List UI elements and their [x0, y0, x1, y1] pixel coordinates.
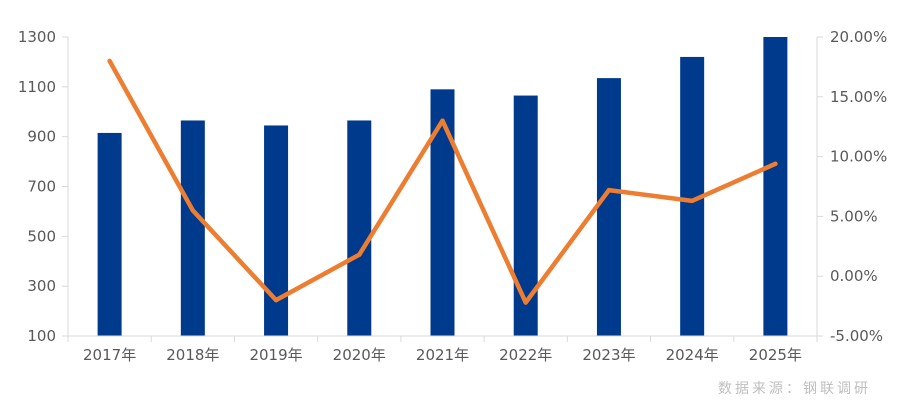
- line-point: [523, 300, 528, 305]
- right-tick-label: 20.00%: [830, 28, 887, 46]
- x-axis: 2017年 2018年 2019年 2020年 2021年 2022年 2023年 2024年…: [67, 335, 818, 364]
- left-tick-label: 700: [27, 178, 56, 196]
- left-tick-label: 100: [27, 327, 56, 345]
- x-tick-label: 2020年: [333, 346, 386, 364]
- left-tick-label: 500: [27, 227, 56, 245]
- left-tick-label: 1100: [18, 78, 56, 96]
- right-tick-label: 15.00%: [830, 88, 887, 106]
- bar-series: [97, 37, 788, 337]
- left-tick-label: 1300: [18, 28, 56, 46]
- line-point: [107, 58, 112, 64]
- bar: [430, 89, 455, 336]
- source-note: 数据来源：钢联调研: [718, 381, 871, 397]
- right-tick-label: 0.00%: [830, 267, 878, 285]
- x-tick-label: 2024年: [666, 346, 719, 364]
- right-y-axis: -5.00% 0.00% 5.00% 10.00% 15.00% 20.00%: [816, 28, 887, 345]
- line-point: [273, 297, 279, 303]
- line-point: [606, 187, 612, 193]
- x-tick-label: 2019年: [249, 346, 302, 364]
- line-series: [107, 58, 778, 305]
- bar: [596, 78, 621, 337]
- x-tick-label: 2017年: [83, 346, 136, 364]
- line-point: [190, 208, 196, 213]
- x-tick-label: 2021年: [416, 346, 469, 364]
- x-tick-label: 2018年: [166, 346, 219, 364]
- bar: [180, 120, 205, 337]
- left-tick-label: 300: [27, 277, 56, 295]
- right-tick-label: 5.00%: [830, 207, 878, 225]
- line-point: [357, 252, 362, 257]
- left-y-axis: 100 300 500 700 900 1100 1300: [18, 28, 69, 345]
- left-tick-label: 900: [27, 128, 56, 146]
- right-tick-label: 10.00%: [830, 148, 887, 166]
- x-tick-label: 2025年: [749, 346, 802, 364]
- line-point: [689, 198, 695, 204]
- x-tick-label: 2023年: [582, 346, 635, 364]
- bar: [763, 37, 788, 336]
- bar: [264, 125, 289, 337]
- bar: [347, 120, 372, 337]
- line-point: [773, 161, 778, 166]
- x-tick-label: 2022年: [499, 346, 552, 364]
- bar: [513, 95, 538, 336]
- right-tick-label: -5.00%: [830, 327, 883, 345]
- line-point: [440, 118, 445, 123]
- bar: [97, 132, 122, 336]
